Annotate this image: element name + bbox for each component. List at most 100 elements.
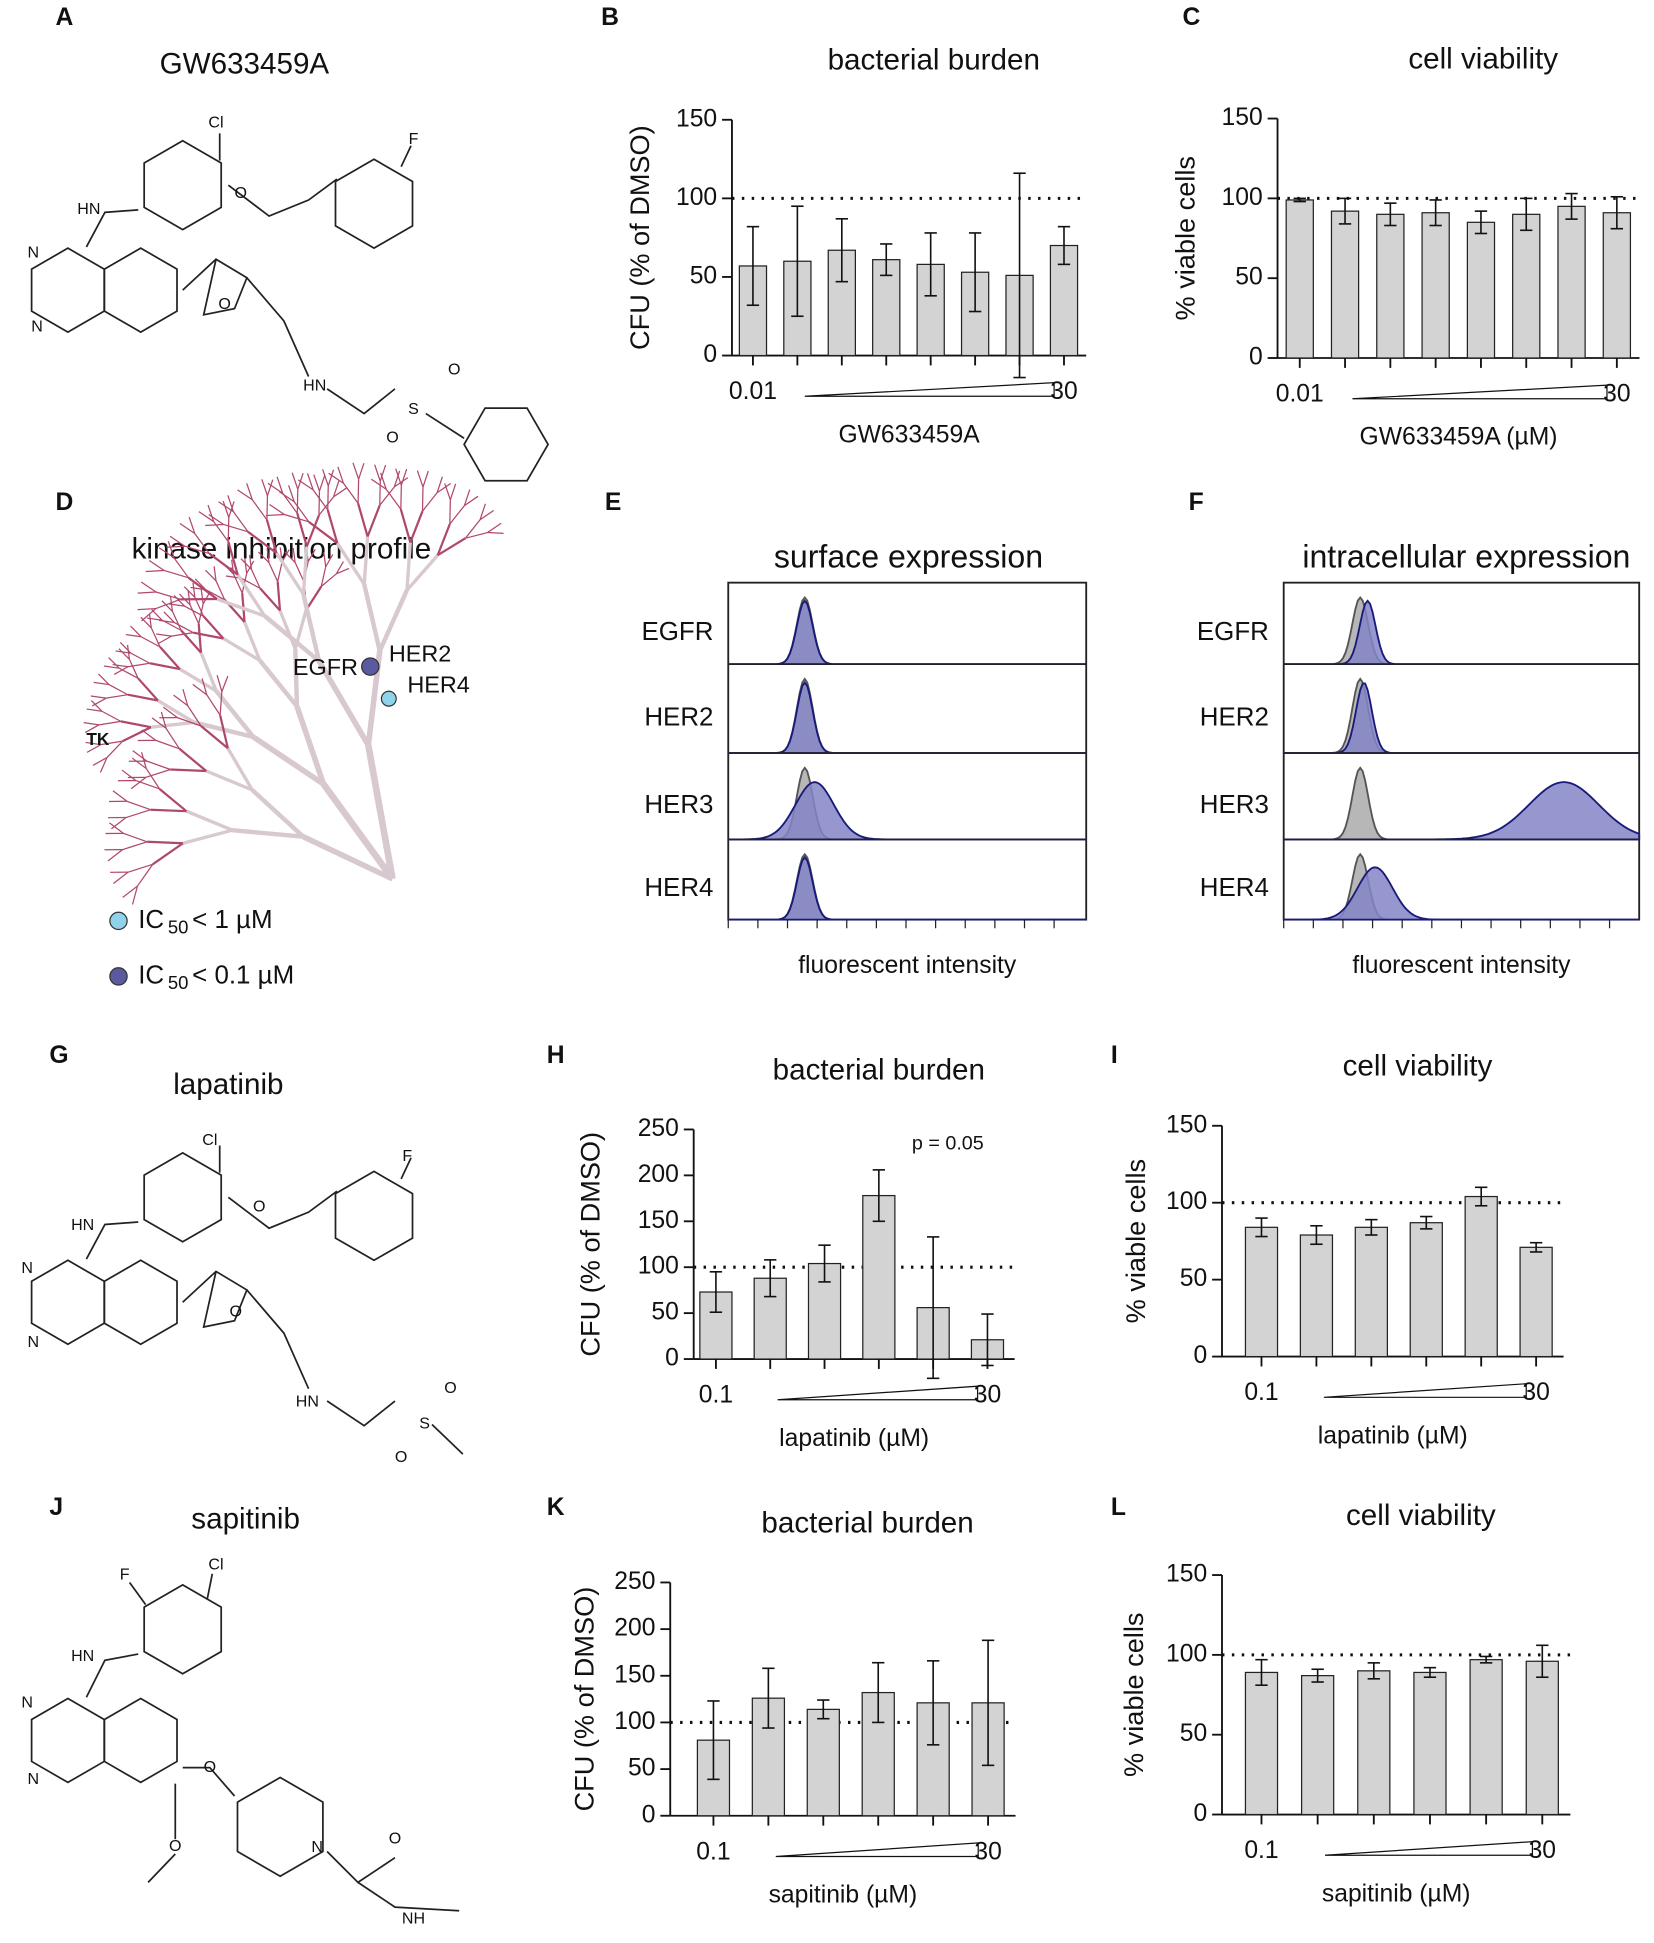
bar	[1520, 1247, 1552, 1356]
y-tick-label: 50	[690, 262, 717, 289]
atom-label: HN	[296, 1392, 319, 1410]
tree-branch	[146, 570, 164, 571]
x-tick-label: 0.01	[1276, 381, 1324, 408]
bar	[1414, 1672, 1446, 1814]
row-label: HER3	[1200, 791, 1269, 819]
bar	[1300, 1235, 1332, 1357]
x-tick-label: 0.1	[696, 1838, 730, 1865]
tree-branch	[292, 473, 298, 489]
histogram	[728, 683, 1086, 753]
panel-title: intracellular expression	[1302, 539, 1630, 575]
tree-branch	[260, 660, 297, 706]
tree-branch	[297, 489, 298, 513]
tree-branch	[233, 512, 248, 532]
kinase-label: HER2	[389, 641, 452, 667]
bar	[1470, 1660, 1502, 1815]
y-tick-label: 200	[614, 1615, 655, 1642]
tree-branch	[488, 533, 504, 534]
y-tick-label: 100	[638, 1253, 679, 1280]
row-label: HER4	[644, 874, 713, 902]
tree-branch	[124, 833, 148, 841]
tree-branch	[113, 872, 128, 883]
bar	[1302, 1676, 1334, 1815]
atom-label: Cl	[208, 1555, 223, 1573]
tree-branch	[422, 487, 423, 511]
histogram	[728, 857, 1086, 919]
ring	[32, 1698, 105, 1782]
tree-branch	[147, 761, 171, 769]
kinase-label: HER4	[407, 672, 470, 698]
tree-branch	[137, 864, 152, 886]
tree-branch	[170, 770, 206, 771]
bar	[1467, 222, 1494, 358]
atom-label: N	[28, 1770, 40, 1788]
bar	[1355, 1227, 1387, 1356]
tree-branch	[375, 465, 381, 481]
atom-label: N	[21, 1259, 33, 1277]
tree-branch	[232, 830, 303, 837]
y-tick-label: 100	[614, 1708, 655, 1735]
x-axis-label: GW633459A (µM)	[1360, 424, 1558, 451]
tree-branch	[252, 500, 267, 520]
tree-branch	[166, 728, 179, 748]
x-tick-label: 0.1	[1244, 1837, 1278, 1864]
x-axis-label: lapatinib (µM)	[779, 1425, 929, 1452]
x-axis-label: lapatinib (µM)	[1318, 1422, 1468, 1449]
bond	[247, 1290, 309, 1389]
tree-branch	[138, 592, 156, 593]
bond	[148, 1854, 175, 1882]
histogram	[1284, 597, 1639, 664]
ring	[32, 1260, 105, 1344]
atom-label: HN	[77, 200, 100, 218]
tree-branch	[319, 475, 324, 491]
tree-branch	[156, 592, 180, 599]
bar	[807, 1709, 839, 1815]
histogram	[728, 679, 1086, 753]
panel-letter: K	[547, 1494, 565, 1521]
atom-label: O	[386, 428, 398, 446]
tree-branch	[156, 634, 171, 636]
tree-branch	[450, 506, 465, 524]
tree-branch	[127, 801, 151, 809]
tree-branch	[99, 721, 121, 724]
tree-branch	[146, 769, 159, 789]
chart-title: cell viability	[1408, 42, 1558, 75]
y-axis-label: % viable cells	[1120, 1159, 1151, 1323]
y-tick-label: 100	[1222, 184, 1263, 211]
tree-branch	[401, 469, 406, 485]
ring	[335, 159, 412, 248]
bond	[358, 1882, 459, 1910]
legend-part: 50	[168, 972, 189, 993]
row-label: HER2	[644, 703, 713, 731]
bar	[1410, 1223, 1442, 1357]
tree-branch	[343, 483, 358, 503]
panel-letter: H	[547, 1042, 565, 1069]
y-tick-label: 150	[676, 105, 717, 132]
tree-branch	[179, 749, 206, 771]
row-label: EGFR	[641, 618, 713, 646]
tree-branch	[422, 493, 437, 511]
tree-branch	[328, 486, 329, 510]
atom-label: S	[419, 1415, 430, 1433]
legend-swatch	[110, 968, 127, 985]
tree-branch	[142, 730, 156, 741]
bond	[247, 278, 309, 377]
x-tick-label: 0.01	[729, 378, 777, 405]
bond	[228, 1191, 337, 1228]
y-tick-label: 0	[665, 1345, 679, 1372]
tree-branch	[106, 695, 128, 698]
y-tick-label: 150	[638, 1207, 679, 1234]
chart-title: bacterial burden	[828, 44, 1040, 77]
x-axis-label: sapitinib (µM)	[769, 1881, 918, 1908]
tree-branch	[199, 624, 201, 653]
row-label: HER4	[1200, 874, 1269, 902]
y-tick-label: 50	[651, 1299, 678, 1326]
tree-branch	[151, 810, 187, 811]
tree-branch	[109, 685, 128, 695]
y-tick-label: 0	[1249, 344, 1263, 371]
tree-branch	[450, 500, 451, 524]
y-tick-label: 0	[1193, 1342, 1207, 1369]
